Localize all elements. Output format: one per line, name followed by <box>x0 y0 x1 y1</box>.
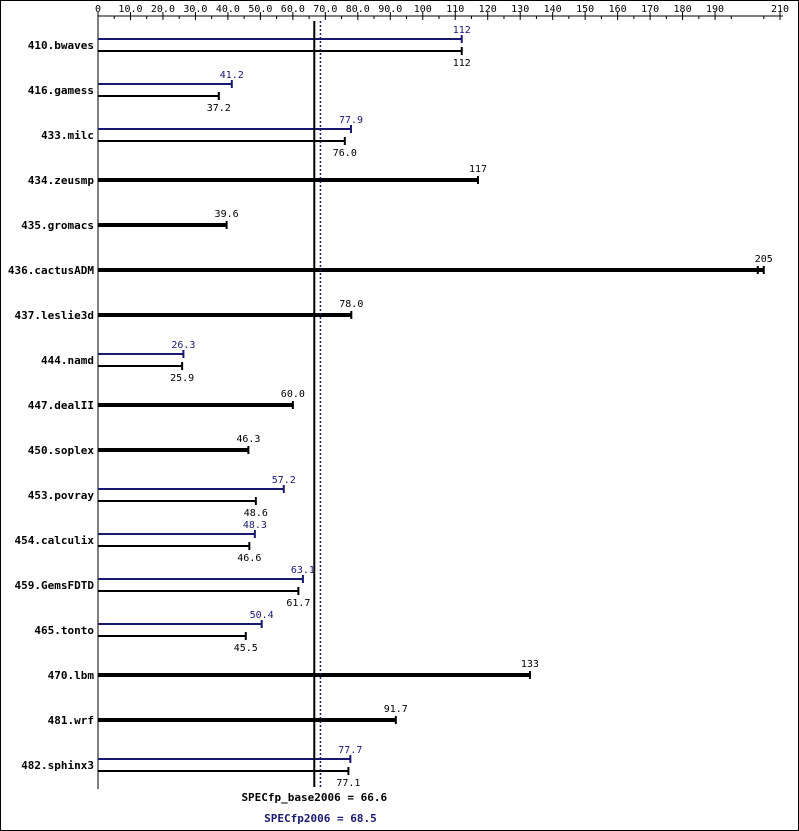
benchmark-label: 453.povray <box>28 489 95 502</box>
peak-summary-label: SPECfp2006 = 68.5 <box>264 812 377 825</box>
base-value-label: 78.0 <box>339 299 363 310</box>
peak-value-label: 26.3 <box>171 340 195 351</box>
benchmark-label: 416.gamess <box>28 84 94 97</box>
x-axis-tick-label: 160 <box>609 4 627 15</box>
base-value-label: 91.7 <box>384 704 408 715</box>
x-axis-tick-label: 150 <box>576 4 594 15</box>
base-value-label: 39.6 <box>215 209 239 220</box>
benchmark-label: 459.GemsFDTD <box>15 579 95 592</box>
x-axis-tick-label: 10.0 <box>118 4 142 15</box>
x-axis-tick-label: 130 <box>511 4 529 15</box>
x-axis-tick-label: 50.0 <box>248 4 272 15</box>
x-axis-tick-label: 40.0 <box>216 4 240 15</box>
benchmark-label: 450.soplex <box>28 444 95 457</box>
base-value-label: 205 <box>755 254 773 265</box>
base-value-label: 37.2 <box>207 103 231 114</box>
x-axis-tick-label: 180 <box>674 4 692 15</box>
x-axis-tick-label: 70.0 <box>313 4 337 15</box>
x-axis-tick-label: 0 <box>95 4 101 15</box>
base-value-label: 76.0 <box>333 148 357 159</box>
x-axis-tick-label: 30.0 <box>183 4 207 15</box>
base-value-label: 61.7 <box>286 598 310 609</box>
benchmark-label: 435.gromacs <box>21 219 94 232</box>
benchmark-label: 481.wrf <box>48 714 94 727</box>
peak-value-label: 48.3 <box>243 520 267 531</box>
base-value-label: 46.6 <box>237 553 261 564</box>
x-axis-tick-label: 60.0 <box>281 4 305 15</box>
benchmark-label: 465.tonto <box>34 624 94 637</box>
x-axis-tick-label: 210 <box>771 4 789 15</box>
base-value-label: 77.1 <box>336 778 360 789</box>
peak-value-label: 77.9 <box>339 115 363 126</box>
base-value-label: 48.6 <box>244 508 268 519</box>
x-axis-tick-label: 110 <box>446 4 464 15</box>
benchmark-label: 454.calculix <box>15 534 95 547</box>
base-value-label: 117 <box>469 164 487 175</box>
x-axis-tick-label: 120 <box>479 4 497 15</box>
peak-value-label: 57.2 <box>272 475 296 486</box>
benchmark-label: 436.cactusADM <box>8 264 94 277</box>
base-value-label: 133 <box>521 659 539 670</box>
x-axis-tick-label: 190 <box>706 4 724 15</box>
benchmark-label: 470.lbm <box>48 669 95 682</box>
base-value-label: 46.3 <box>236 434 260 445</box>
peak-value-label: 112 <box>453 25 471 36</box>
x-axis-tick-label: 20.0 <box>151 4 175 15</box>
benchmark-label: 437.leslie3d <box>15 309 94 322</box>
peak-value-label: 50.4 <box>250 610 274 621</box>
peak-value-label: 63.1 <box>291 565 315 576</box>
benchmark-label: 444.namd <box>41 354 94 367</box>
x-axis-tick-label: 100 <box>414 4 432 15</box>
base-value-label: 112 <box>453 58 471 69</box>
x-axis-tick-label: 170 <box>641 4 659 15</box>
benchmark-label: 410.bwaves <box>28 39 94 52</box>
benchmark-label: 434.zeusmp <box>28 174 95 187</box>
peak-value-label: 77.7 <box>338 745 362 756</box>
base-value-label: 60.0 <box>281 389 305 400</box>
base-value-label: 25.9 <box>170 373 194 384</box>
base-value-label: 45.5 <box>234 643 258 654</box>
base-summary-label: SPECfp_base2006 = 66.6 <box>241 791 387 804</box>
x-axis-tick-label: 90.0 <box>378 4 402 15</box>
benchmark-label: 482.sphinx3 <box>21 759 94 772</box>
x-axis-tick-label: 140 <box>544 4 562 15</box>
benchmark-label: 447.dealII <box>28 399 94 412</box>
x-axis-tick-label: 80.0 <box>346 4 370 15</box>
peak-value-label: 41.2 <box>220 70 244 81</box>
benchmark-label: 433.milc <box>41 129 94 142</box>
